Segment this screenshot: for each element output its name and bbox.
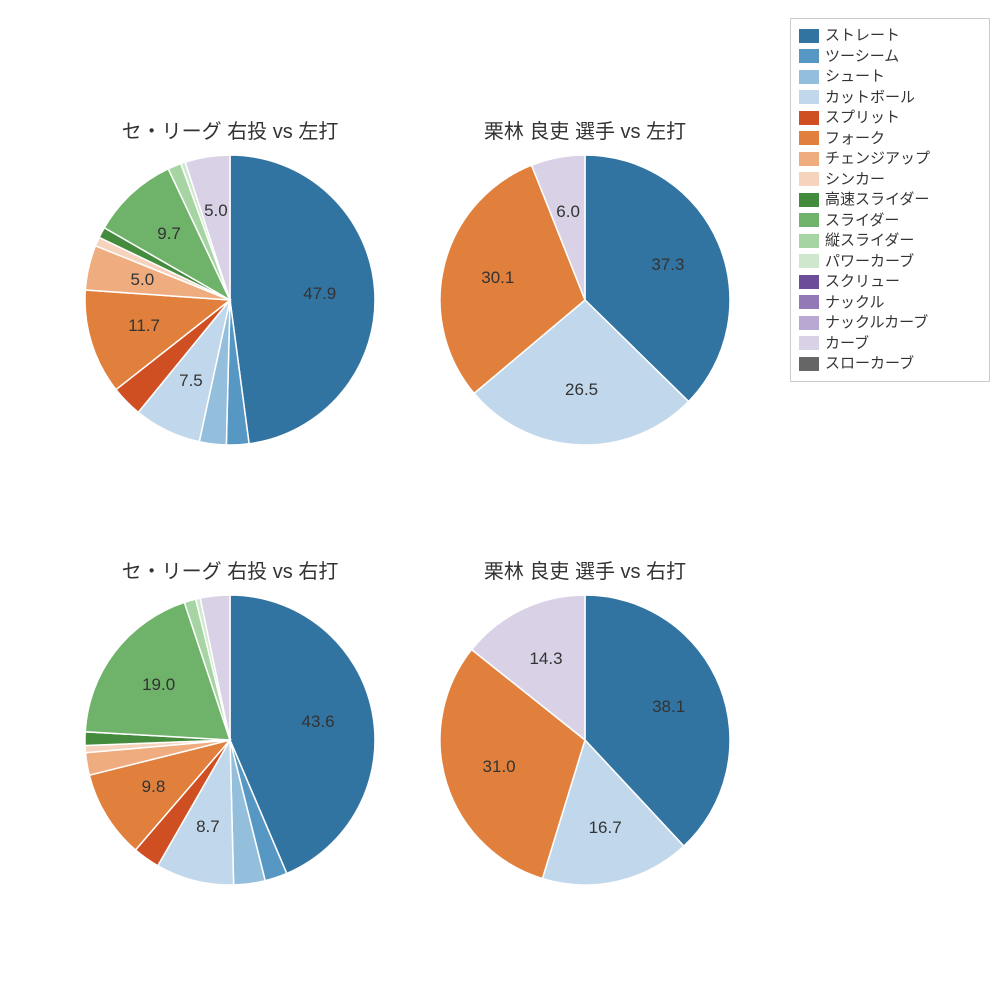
pie-slice [230, 155, 375, 444]
chart-bottom-right [438, 593, 732, 887]
legend-item: シュート [799, 67, 981, 87]
legend-label: ナックル [825, 293, 885, 313]
legend-item: カットボール [799, 88, 981, 108]
chart-top-right-title: 栗林 良吏 選手 vs 左打 [385, 115, 785, 144]
legend-swatch [799, 70, 819, 84]
legend-swatch [799, 172, 819, 186]
legend: ストレートツーシームシュートカットボールスプリットフォークチェンジアップシンカー… [790, 18, 990, 382]
legend-label: チェンジアップ [825, 149, 930, 169]
legend-item: ナックルカーブ [799, 313, 981, 333]
legend-swatch [799, 131, 819, 145]
legend-label: ストレート [825, 26, 900, 46]
legend-swatch [799, 49, 819, 63]
legend-swatch [799, 193, 819, 207]
legend-item: スクリュー [799, 272, 981, 292]
legend-item: シンカー [799, 170, 981, 190]
chart-top-right [438, 153, 732, 447]
legend-item: パワーカーブ [799, 252, 981, 272]
legend-swatch [799, 90, 819, 104]
legend-label: シュート [825, 67, 885, 87]
legend-label: ツーシーム [825, 47, 899, 67]
legend-label: スクリュー [825, 272, 900, 292]
legend-swatch [799, 29, 819, 43]
legend-item: 縦スライダー [799, 231, 981, 251]
legend-label: スプリット [825, 108, 900, 128]
legend-label: スローカーブ [825, 354, 914, 374]
legend-item: フォーク [799, 129, 981, 149]
legend-swatch [799, 295, 819, 309]
legend-item: チェンジアップ [799, 149, 981, 169]
legend-item: ナックル [799, 293, 981, 313]
chart-bottom-left [83, 593, 377, 887]
legend-item: ストレート [799, 26, 981, 46]
legend-label: カーブ [825, 334, 869, 354]
legend-swatch [799, 254, 819, 268]
legend-label: スライダー [825, 211, 899, 231]
chart-bottom-right-title: 栗林 良吏 選手 vs 右打 [385, 555, 785, 584]
legend-item: スプリット [799, 108, 981, 128]
legend-swatch [799, 213, 819, 227]
legend-item: カーブ [799, 334, 981, 354]
legend-label: パワーカーブ [825, 252, 914, 272]
legend-swatch [799, 336, 819, 350]
legend-item: スローカーブ [799, 354, 981, 374]
chart-top-left-title: セ・リーグ 右投 vs 左打 [30, 115, 430, 144]
chart-bottom-left-title: セ・リーグ 右投 vs 右打 [30, 555, 430, 584]
chart-top-left [83, 153, 377, 447]
legend-swatch [799, 234, 819, 248]
legend-label: 高速スライダー [825, 190, 929, 210]
legend-label: 縦スライダー [825, 231, 914, 251]
legend-swatch [799, 357, 819, 371]
legend-label: カットボール [825, 88, 915, 108]
legend-label: シンカー [825, 170, 885, 190]
legend-label: ナックルカーブ [825, 313, 928, 333]
legend-item: 高速スライダー [799, 190, 981, 210]
legend-label: フォーク [825, 129, 885, 149]
legend-item: ツーシーム [799, 47, 981, 67]
legend-swatch [799, 152, 819, 166]
legend-swatch [799, 275, 819, 289]
legend-item: スライダー [799, 211, 981, 231]
legend-swatch [799, 111, 819, 125]
legend-swatch [799, 316, 819, 330]
